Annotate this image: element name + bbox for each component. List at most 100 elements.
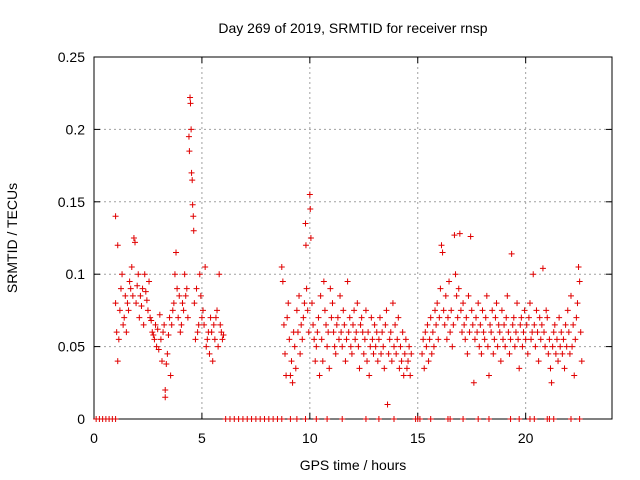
data-point <box>508 250 515 257</box>
data-point <box>500 336 507 343</box>
data-point <box>301 300 308 307</box>
data-point <box>491 336 498 343</box>
data-point <box>372 343 379 350</box>
data-point <box>481 336 488 343</box>
data-point <box>302 242 309 249</box>
y-tick-label: 0.1 <box>66 266 86 282</box>
data-point <box>199 307 206 314</box>
data-point <box>320 278 327 285</box>
data-point <box>284 314 291 321</box>
data-point <box>299 336 306 343</box>
data-point <box>490 350 497 357</box>
data-point <box>352 336 359 343</box>
data-point <box>164 350 171 357</box>
data-point <box>342 358 349 365</box>
data-point <box>559 350 566 357</box>
data-point <box>154 326 161 333</box>
data-point <box>298 321 305 328</box>
data-point <box>562 321 569 328</box>
data-point <box>434 300 441 307</box>
data-points <box>93 94 585 422</box>
data-point <box>185 133 192 140</box>
data-point <box>304 307 311 314</box>
data-point <box>488 329 495 336</box>
data-point <box>364 358 371 365</box>
data-point <box>334 314 341 321</box>
data-point <box>458 329 465 336</box>
data-point <box>305 329 312 336</box>
data-point <box>338 329 345 336</box>
data-point <box>278 416 285 422</box>
chart-title: Day 269 of 2019, SRMTID for receiver rns… <box>218 20 487 36</box>
data-point <box>287 372 294 379</box>
data-point <box>466 329 473 336</box>
y-axis-label: SRMTID / TECUs <box>4 183 20 293</box>
data-point <box>538 321 545 328</box>
data-point <box>307 206 314 213</box>
data-point <box>168 321 175 328</box>
data-point <box>475 300 482 307</box>
data-point <box>316 372 323 379</box>
x-tick-label: 0 <box>90 430 98 446</box>
data-point <box>433 321 440 328</box>
data-point <box>308 300 315 307</box>
data-point <box>480 329 487 336</box>
data-point <box>470 379 477 386</box>
data-point <box>302 416 309 422</box>
data-point <box>563 343 570 350</box>
data-point <box>407 372 414 379</box>
data-point <box>174 285 181 292</box>
data-point <box>201 321 208 328</box>
data-point <box>214 307 221 314</box>
data-point <box>485 416 492 422</box>
data-point <box>140 321 147 328</box>
data-point <box>502 343 509 350</box>
data-point <box>215 343 222 350</box>
data-point <box>452 271 459 278</box>
data-point <box>530 271 537 278</box>
data-point <box>339 343 346 350</box>
data-point <box>451 232 458 239</box>
data-point <box>494 343 501 350</box>
data-point <box>324 343 331 350</box>
data-point <box>492 314 499 321</box>
data-point <box>551 321 558 328</box>
data-point <box>483 292 490 299</box>
data-point <box>385 350 392 357</box>
data-point <box>365 329 372 336</box>
data-point <box>393 350 400 357</box>
data-point <box>332 350 339 357</box>
data-point <box>501 321 508 328</box>
data-point <box>313 416 320 422</box>
data-point <box>371 321 378 328</box>
data-point <box>504 292 511 299</box>
data-point <box>144 307 151 314</box>
data-point <box>344 278 351 285</box>
data-point <box>210 321 217 328</box>
data-point <box>366 372 373 379</box>
data-point <box>531 416 538 422</box>
data-point <box>292 365 299 372</box>
data-point <box>147 314 154 321</box>
data-point <box>329 300 336 307</box>
data-point <box>553 336 560 343</box>
data-point <box>419 350 426 357</box>
data-point <box>422 329 429 336</box>
data-point <box>516 365 523 372</box>
data-point <box>441 321 448 328</box>
data-point <box>574 300 581 307</box>
data-point <box>427 416 434 422</box>
data-point <box>130 235 137 241</box>
data-point <box>460 416 467 422</box>
data-point <box>122 292 129 299</box>
data-point <box>542 343 549 350</box>
data-point <box>506 350 513 357</box>
data-point <box>534 329 541 336</box>
data-point <box>282 350 289 357</box>
data-point <box>388 358 395 365</box>
data-point <box>343 336 350 343</box>
data-point <box>193 285 200 292</box>
data-point <box>392 321 399 328</box>
data-point <box>547 365 554 372</box>
